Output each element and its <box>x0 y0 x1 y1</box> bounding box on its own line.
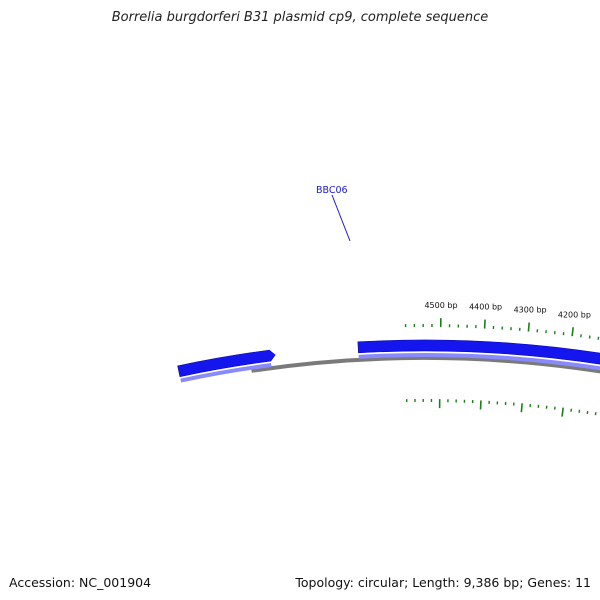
scale-labels: 3800 bp3900 bp4000 bp4100 bp4200 bp4300 … <box>424 301 591 319</box>
major-tick <box>571 327 574 337</box>
major-tick <box>561 407 564 417</box>
inner-scale-ticks <box>406 398 597 417</box>
gene-label-leader <box>331 194 351 242</box>
gene-arrow[interactable] <box>357 339 600 386</box>
gene-feature[interactable] <box>177 349 276 383</box>
sequence-summary: Topology: circular; Length: 9,386 bp; Ge… <box>295 575 591 590</box>
scale-label: 4200 bp <box>558 310 591 319</box>
gene-shadow <box>358 353 600 371</box>
scale-label: 4400 bp <box>469 303 502 312</box>
plasmid-backbone <box>251 355 600 374</box>
major-tick <box>527 322 530 332</box>
gene-labels: BBC06 <box>316 185 351 242</box>
scale-label: 4300 bp <box>514 306 547 315</box>
accession-text: Accession: NC_001904 <box>9 575 152 590</box>
major-tick <box>520 403 523 413</box>
outer-scale-ticks <box>404 318 600 340</box>
map-title: Borrelia burgdorferi B31 plasmid cp9, co… <box>111 10 489 25</box>
scale-label: 4500 bp <box>424 301 457 310</box>
gene-shadow <box>180 363 272 383</box>
gene-arrow[interactable] <box>177 349 276 378</box>
gene-label-bbc06[interactable]: BBC06 <box>316 185 348 196</box>
gene-bbc06[interactable] <box>357 339 600 390</box>
gene-features[interactable] <box>177 339 600 390</box>
